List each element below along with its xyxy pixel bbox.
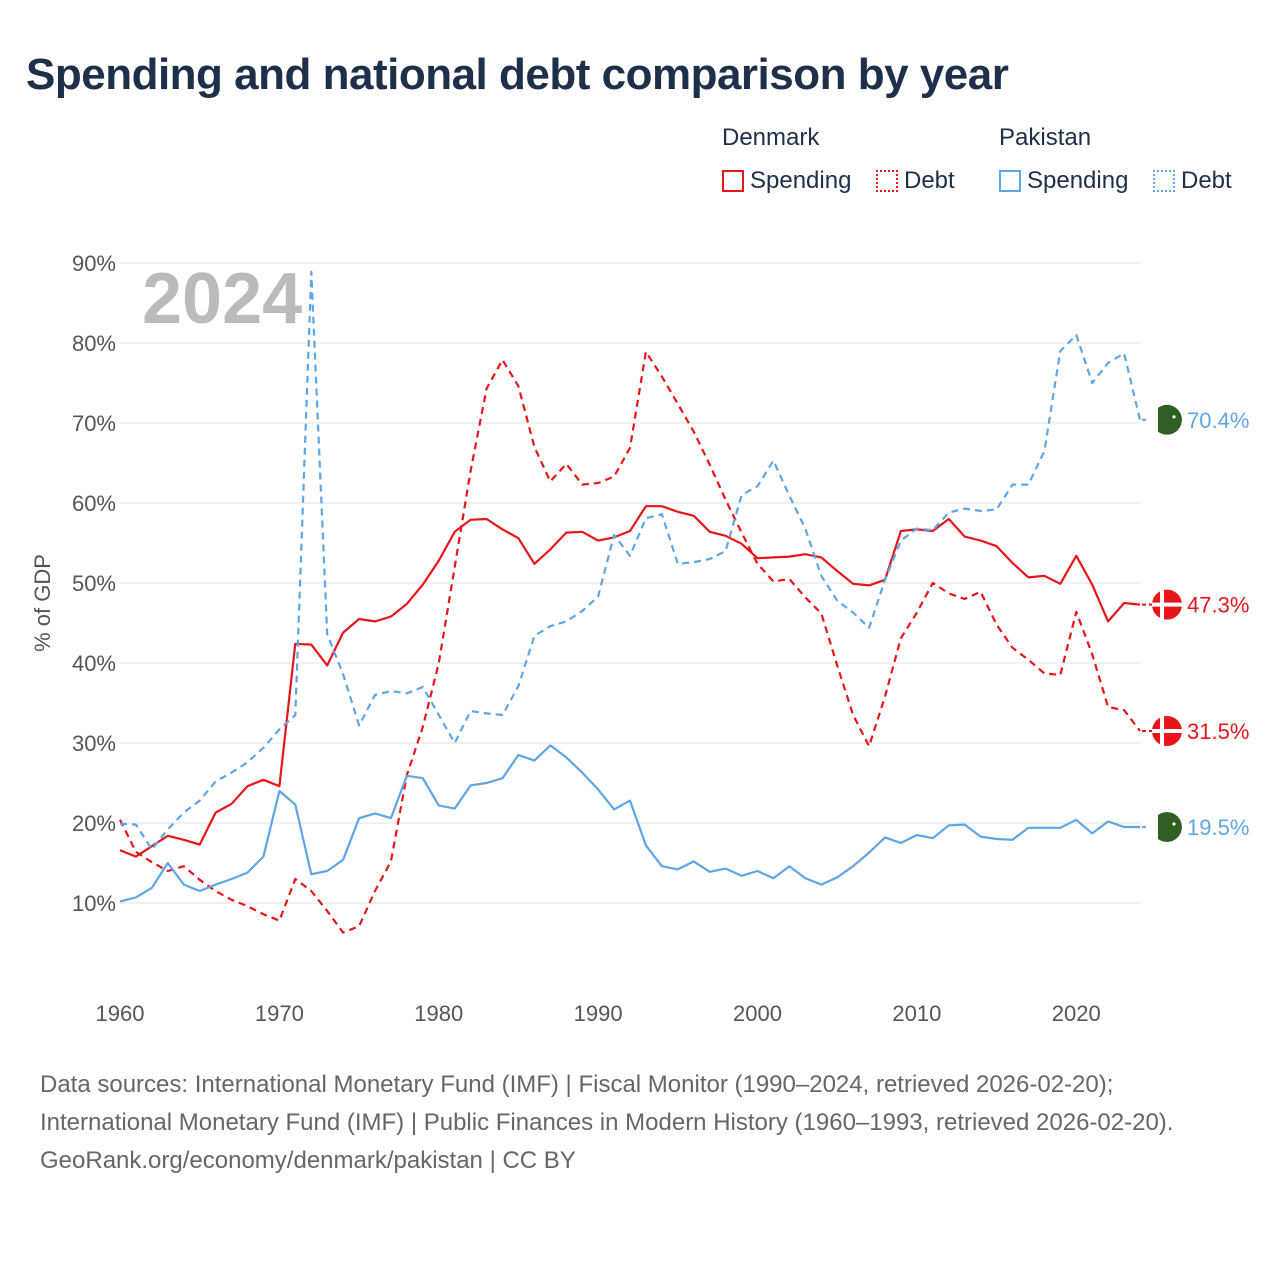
credit-link[interactable]: GeoRank.org/economy/denmark/pakistan | C… — [40, 1147, 576, 1174]
y-tick-label: 20% — [72, 811, 116, 836]
legend-label: Spending — [750, 167, 852, 194]
legend-item-pakistan-debt[interactable]: Debt — [1153, 167, 1232, 195]
footer: Data sources: International Monetary Fun… — [40, 1066, 1240, 1180]
y-tick-label: 70% — [72, 411, 116, 436]
end-label-denmark: 47.3% — [1142, 589, 1249, 620]
pakistan-flag-icon — [1149, 809, 1185, 845]
denmark-flag-icon — [1152, 716, 1182, 746]
data-sources: Data sources: International Monetary Fun… — [40, 1071, 1174, 1136]
end-label-value: 47.3% — [1187, 593, 1249, 618]
legend-swatch-solid-blue — [999, 170, 1021, 192]
legend-group-denmark: Denmark — [722, 124, 820, 151]
y-tick-label: 50% — [72, 571, 116, 596]
x-tick-label: 1970 — [255, 1001, 304, 1026]
series-pakistan-spending-line[interactable] — [119, 744, 1140, 903]
x-tick-label: 1990 — [574, 1001, 623, 1026]
end-label-value: 19.5% — [1187, 815, 1249, 840]
end-label-denmark: 31.5% — [1142, 716, 1249, 746]
y-tick-label: 60% — [72, 491, 116, 516]
series-pakistan-debt-line[interactable] — [119, 270, 1142, 851]
y-tick-label: 30% — [72, 731, 116, 756]
y-tick-label: 40% — [72, 651, 116, 676]
end-label-pakistan: 19.5% — [1142, 809, 1249, 845]
legend-item-pakistan-spending[interactable]: Spending — [999, 167, 1128, 195]
x-tick-label: 2000 — [733, 1001, 782, 1026]
x-tick-label: 2020 — [1052, 1001, 1101, 1026]
legend-swatch-dotted-blue — [1153, 170, 1175, 192]
y-axis-ticks: 10% 20% 30% 40% 50% 60% 70% 80% 90% — [72, 251, 116, 916]
y-tick-label: 80% — [72, 331, 116, 356]
legend-swatch-solid-red — [722, 170, 744, 192]
y-tick-label: 10% — [72, 891, 116, 916]
end-label-value: 31.5% — [1187, 719, 1249, 744]
end-label-value: 70.4% — [1187, 408, 1249, 433]
y-axis-label: % of GDP — [30, 554, 55, 652]
legend-group-pakistan: Pakistan — [999, 124, 1092, 151]
series-lines — [119, 270, 1142, 934]
y-tick-label: 90% — [72, 251, 116, 276]
legend-label: Debt — [1181, 167, 1232, 194]
pakistan-flag-icon — [1149, 401, 1185, 438]
x-tick-label: 1980 — [414, 1001, 463, 1026]
legend-item-denmark-spending[interactable]: Spending — [722, 167, 851, 195]
x-axis-ticks: 1960 1970 1980 1990 2000 2010 2020 — [96, 1001, 1101, 1026]
legend-swatch-dotted-red — [876, 170, 898, 192]
end-labels: 70.4% 47.3% 31.5% 19.5% — [1142, 401, 1249, 845]
gridlines — [120, 262, 1140, 904]
x-tick-label: 2010 — [892, 1001, 941, 1026]
year-watermark: 2024 — [142, 259, 302, 339]
x-tick-label: 1960 — [96, 1001, 145, 1026]
legend-item-denmark-debt[interactable]: Debt — [876, 167, 955, 195]
legend-label: Spending — [1027, 167, 1129, 194]
legend-label: Debt — [904, 167, 955, 194]
chart-title: Spending and national debt comparison by… — [26, 50, 1009, 99]
series-denmark-debt-line[interactable] — [119, 350, 1141, 934]
line-chart: 10% 20% 30% 40% 50% 60% 70% 80% 90% 1960 1970 1980… — [30, 251, 1249, 1026]
end-label-pakistan: 70.4% — [1142, 401, 1249, 438]
series-denmark-spending-line[interactable] — [119, 505, 1141, 858]
denmark-flag-icon — [1152, 589, 1182, 620]
